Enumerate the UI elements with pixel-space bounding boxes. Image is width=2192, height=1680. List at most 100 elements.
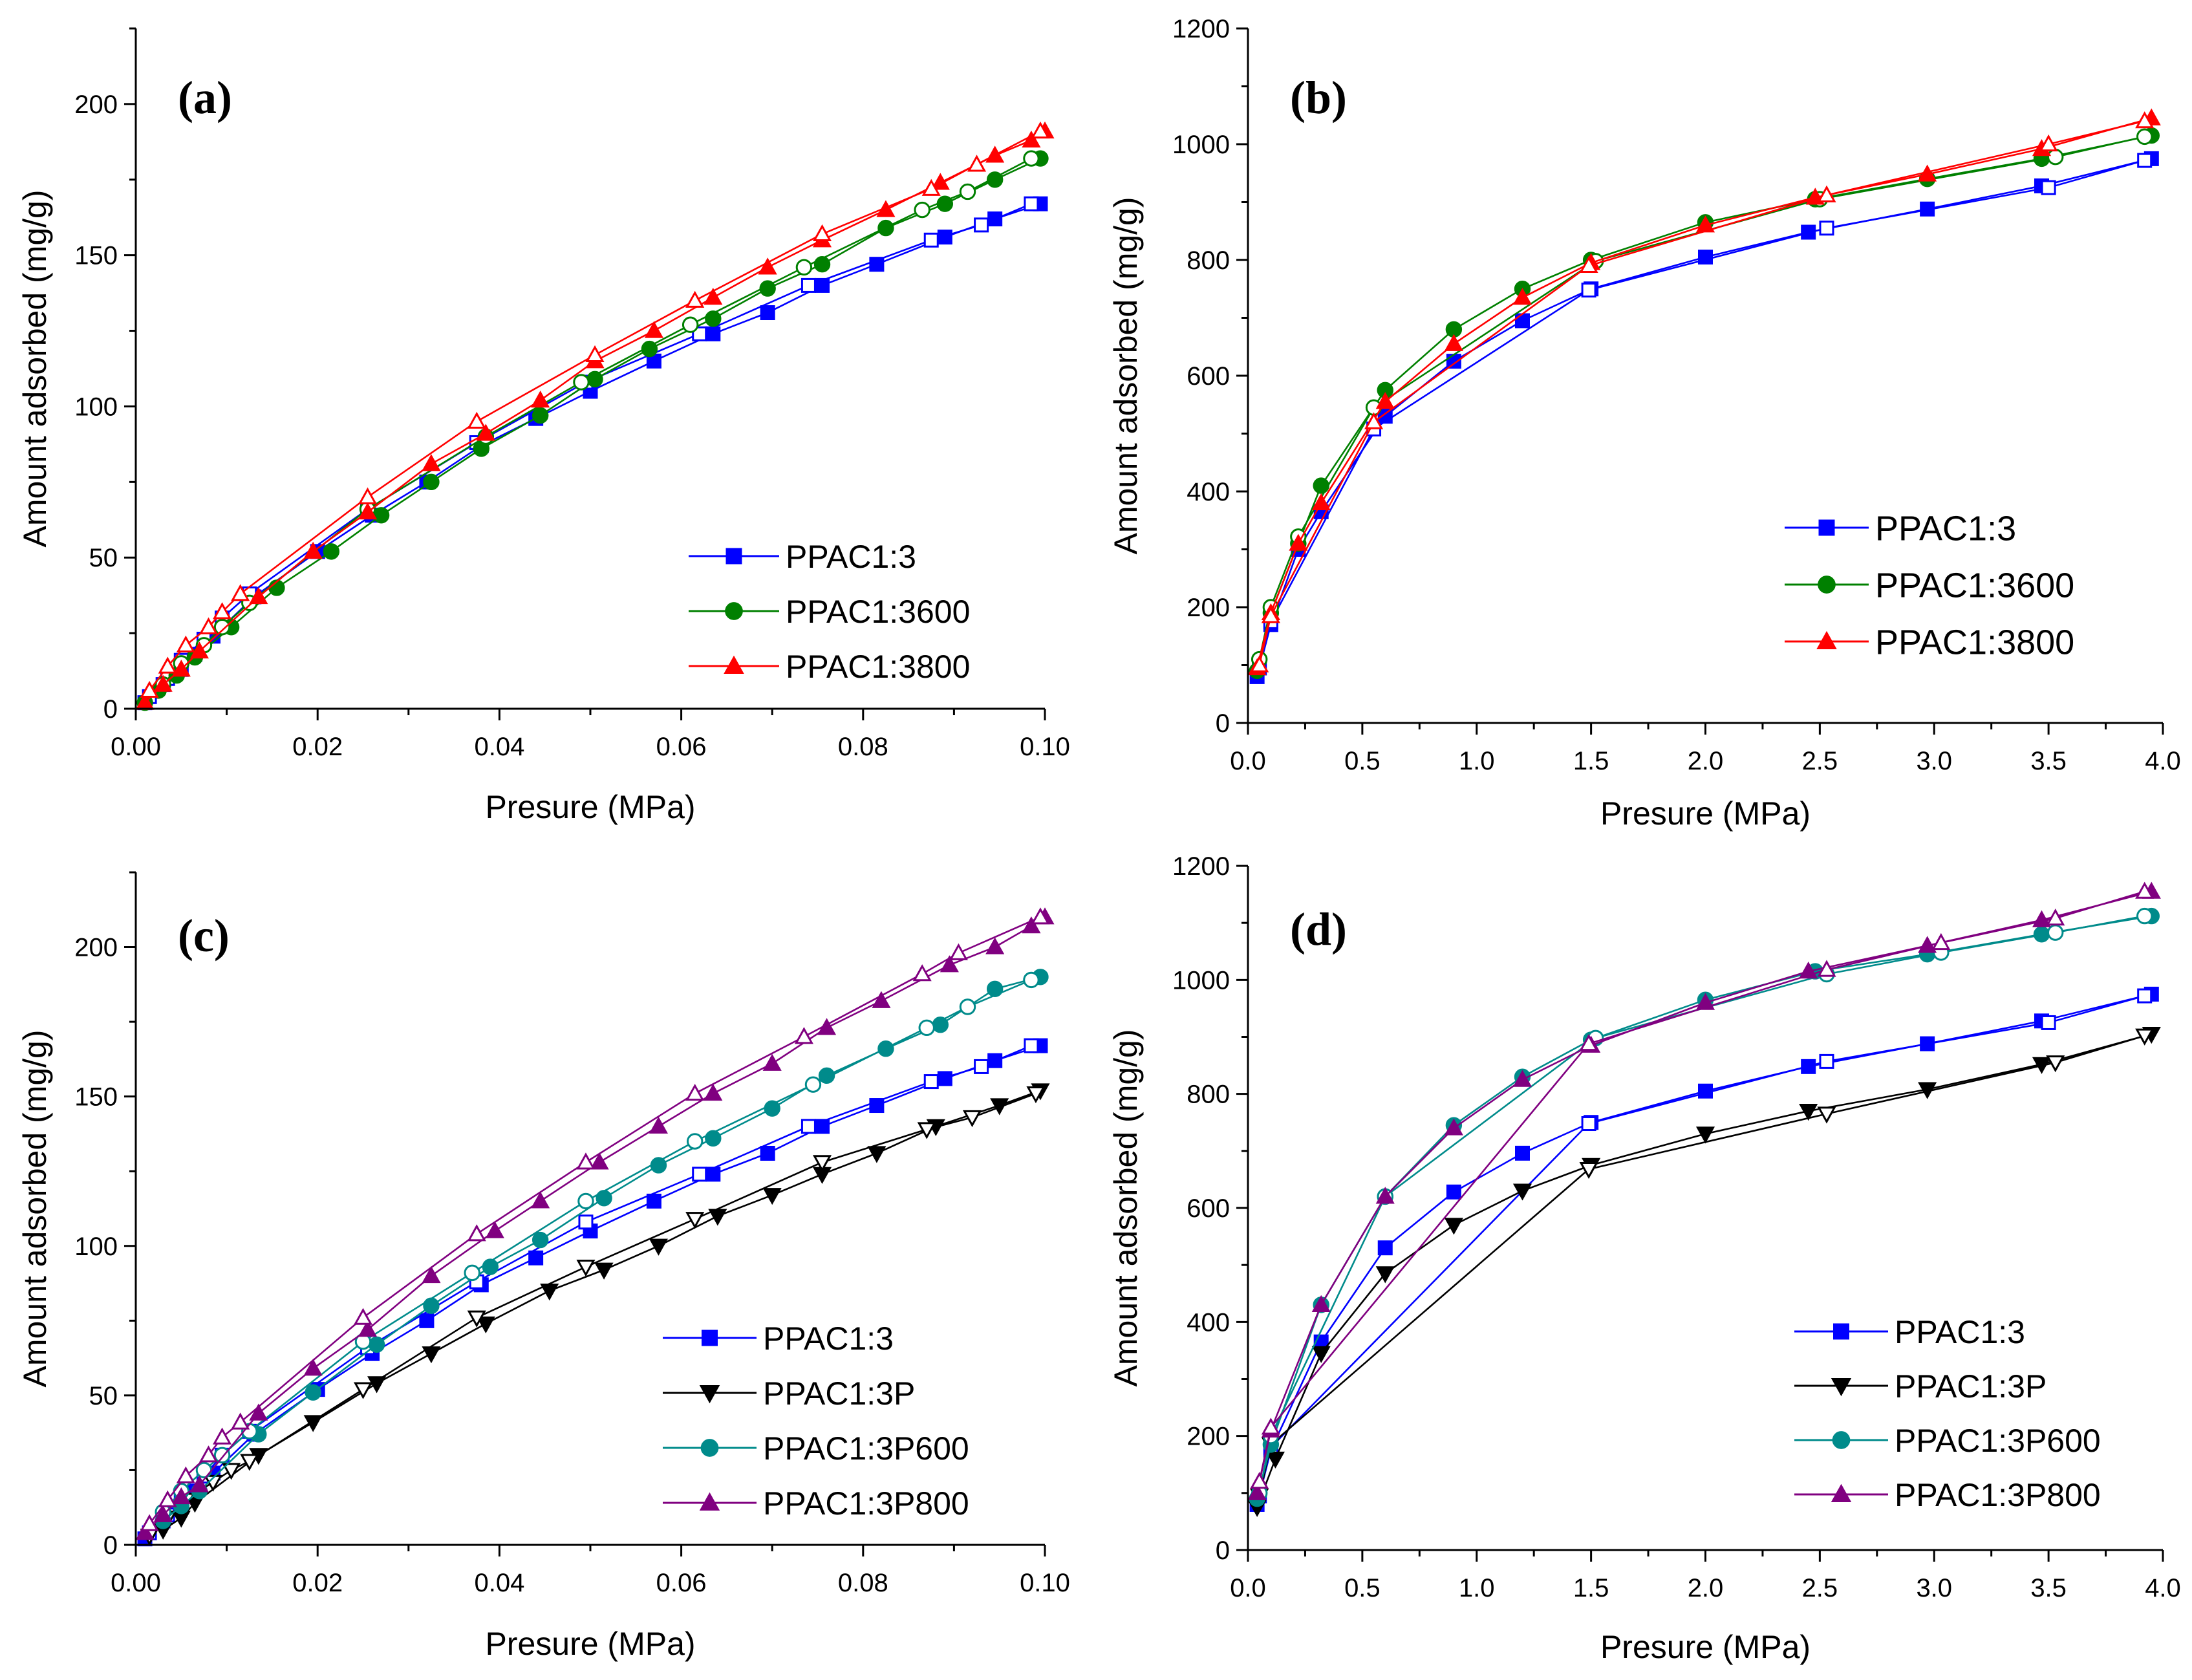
desorption-point: [682, 316, 699, 333]
adsorption-point: [171, 660, 191, 677]
y-tick-label: 800: [1187, 246, 1230, 275]
adsorption-point: [872, 991, 891, 1008]
desorption-point: [585, 345, 605, 363]
desorption-point: [231, 584, 250, 601]
x-tick-label: 0.0: [1230, 1574, 1266, 1602]
x-tick-label: 2.5: [1802, 1574, 1838, 1602]
adsorption-point: [990, 1098, 1009, 1115]
desorption-point: [2135, 1028, 2154, 1046]
panel-label: (d): [1290, 903, 1347, 955]
desorption-point: [2046, 909, 2065, 926]
desorption-point: [918, 1019, 935, 1037]
desorption-point: [804, 1076, 822, 1093]
desorption-point: [1031, 907, 1050, 925]
y-tick-label: 1200: [1172, 852, 1230, 881]
adsorption-line: [144, 916, 1046, 1534]
desorption-point: [1250, 655, 1269, 673]
desorption-point: [176, 1466, 195, 1483]
desorption-point: [812, 224, 832, 242]
desorption-line: [1258, 136, 2145, 660]
desorption-point: [353, 1382, 373, 1399]
adsorption-point: [358, 502, 378, 520]
y-tick-label: 400: [1187, 478, 1230, 506]
desorption-point: [795, 259, 813, 276]
chart-panel-b: 0.0 0.5 1.0 1.5 2.0 2.5 3.0 3.5 4.0 0 200 400 600 800…: [1108, 15, 2181, 832]
y-tick-label: 100: [74, 1233, 118, 1261]
desorption-point: [2136, 128, 2153, 145]
desorption-point: [686, 1133, 704, 1150]
adsorption-point: [649, 1116, 668, 1134]
desorption-point: [203, 1474, 223, 1492]
y-axis-title: Amount adsorbed (mg/g): [1108, 1029, 1144, 1386]
adsorption-point: [760, 1145, 775, 1161]
legend-marker: [725, 548, 742, 565]
desorption-point: [949, 943, 968, 960]
y-tick-label: 50: [89, 1382, 118, 1410]
y-tick-label: 200: [74, 934, 118, 962]
desorption-point: [1024, 1038, 1039, 1053]
x-tick-label: 0.04: [474, 733, 524, 761]
adsorption-point: [1375, 1266, 1395, 1284]
panel-label: (c): [178, 910, 230, 962]
adsorption-point: [1313, 477, 1329, 494]
desorption-point: [923, 232, 939, 248]
adsorption-point: [932, 1017, 949, 1033]
adsorption-point: [135, 1523, 155, 1540]
desorption-point: [1581, 1116, 1596, 1132]
desorption-point: [685, 290, 705, 308]
adsorption-point: [985, 937, 1005, 954]
desorption-point: [1579, 255, 1598, 274]
desorption-point: [573, 374, 590, 391]
adsorption-point: [940, 955, 959, 973]
adsorption-point: [1444, 334, 1463, 351]
legend-marker: [724, 655, 744, 674]
legend-marker: [1818, 519, 1835, 536]
legend-entry: PPAC1:3: [786, 539, 916, 575]
desorption-point: [962, 1110, 982, 1128]
adsorption-point: [419, 1313, 435, 1328]
adsorption-point: [189, 1475, 209, 1492]
adsorption-point: [249, 587, 268, 605]
legend-marker: [699, 1492, 720, 1511]
y-tick-label: 150: [74, 1083, 118, 1112]
x-tick-label: 0.5: [1344, 1574, 1381, 1602]
series-2: [135, 121, 1055, 710]
legend-marker: [1833, 1323, 1849, 1340]
y-axis-title: Amount adsorbed (mg/g): [17, 189, 53, 547]
desorption-point: [467, 1310, 486, 1328]
adsorption-point: [1444, 1218, 1463, 1235]
legend-marker: [1832, 1431, 1851, 1449]
desorption-point: [974, 1059, 989, 1074]
legend-marker: [700, 1439, 719, 1457]
y-tick-label: 50: [89, 544, 118, 572]
desorption-point: [578, 1214, 594, 1230]
series-0: [137, 196, 1048, 711]
legend-entry: PPAC1:3P800: [1895, 1477, 2101, 1513]
desorption-point: [199, 617, 219, 634]
x-tick-label: 0.02: [292, 733, 343, 761]
adsorption-point: [153, 1505, 173, 1522]
desorption-point: [2041, 1015, 2056, 1030]
legend-marker: [699, 1384, 720, 1404]
series-3: [1247, 881, 2161, 1500]
x-tick-label: 0.00: [111, 1569, 161, 1597]
desorption-point: [2047, 924, 2064, 941]
adsorption-point: [758, 257, 777, 275]
desorption-point: [1931, 932, 1951, 951]
desorption-point: [140, 1514, 159, 1531]
x-axis-title: Presure (MPa): [485, 789, 695, 825]
desorption-point: [213, 1447, 231, 1464]
legend: PPAC1:3 PPAC1:3600 PPAC1:3800: [1785, 509, 2074, 662]
desorption-point: [158, 656, 177, 674]
legend-entry: PPAC1:3P: [1895, 1368, 2047, 1405]
legend-entry: PPAC1:3: [1875, 509, 2016, 548]
desorption-line: [149, 1092, 1037, 1537]
desorption-point: [2047, 148, 2064, 166]
desorption-point: [2041, 180, 2056, 195]
desorption-point: [2135, 111, 2154, 129]
adsorption-point: [532, 407, 549, 424]
legend-entry: PPAC1:3P600: [763, 1430, 969, 1467]
desorption-point: [1817, 960, 1836, 977]
adsorption-point: [1512, 1070, 1532, 1087]
adsorption-point: [1375, 392, 1395, 409]
